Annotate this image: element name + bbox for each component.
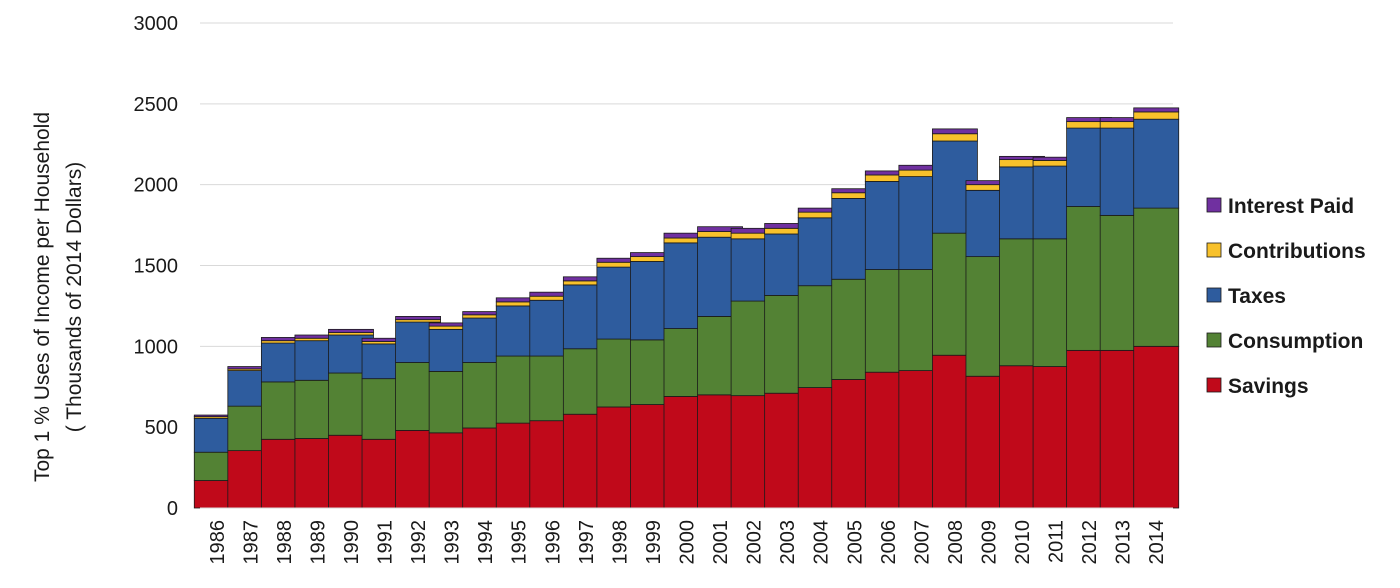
legend-item: Taxes [1206,285,1286,308]
legend-label: Consumption [1228,330,1363,353]
legend-item: Contributions [1206,240,1366,263]
bar-interest-paid [1133,107,1180,113]
x-tick-label: 1999 [643,520,665,565]
x-tick-label: 1989 [307,520,329,565]
x-tick-label: 2008 [945,520,967,565]
x-tick-label: 2005 [844,520,866,565]
y-tick-label: 1000 [134,336,179,358]
legend-item: Consumption [1206,330,1363,353]
y-tick-label: 2500 [134,94,179,116]
x-tick-label: 1997 [576,520,598,565]
bar-interest-paid [932,128,978,135]
bar-taxes [1133,118,1180,209]
y-tick-label: 2000 [134,175,179,197]
x-tick-label: 2010 [1012,520,1034,565]
x-tick-label: 2007 [911,520,933,565]
legend-label: Interest Paid [1228,195,1354,218]
y-tick-label: 1500 [134,256,179,278]
x-axis-ticks: 1986 1987 1988 1989 1990 1991 1992 1993 1994 1995… [207,520,1168,565]
bars [193,107,1180,509]
x-tick-label: 2012 [1079,520,1101,565]
y-axis-ticks: 0 500 1000 1500 2000 2500 3000 [134,13,179,520]
y-tick-label: 0 [167,498,178,520]
x-tick-label: 1992 [408,520,430,565]
x-tick-label: 2003 [777,520,799,565]
y-axis-label-line2: ( Thousands of 2014 Dollars) [63,162,86,432]
x-tick-label: 2000 [677,520,699,565]
legend-swatch [1206,332,1222,348]
bar-contributions [1133,111,1180,120]
legend-swatch [1206,287,1222,303]
legend-swatch [1206,197,1222,213]
bar-savings [1133,345,1180,509]
bar-interest-paid [328,328,374,333]
x-tick-label: 1998 [609,520,631,565]
x-tick-label: 2002 [744,520,766,565]
legend-swatch [1206,242,1222,258]
x-tick-label: 1991 [375,520,397,565]
x-tick-label: 1994 [475,520,497,565]
bar-contributions [932,133,978,142]
legend-label: Taxes [1228,285,1286,308]
x-tick-label: 2009 [978,520,1000,565]
x-tick-label: 2001 [710,520,732,565]
x-tick-label: 1995 [509,520,531,565]
x-tick-label: 1987 [240,520,262,565]
x-tick-label: 1986 [207,520,229,565]
legend: Interest Paid Contributions Taxes Consumpti… [1206,195,1366,398]
x-tick-label: 1990 [341,520,363,565]
x-tick-label: 1996 [542,520,564,565]
legend-label: Savings [1228,375,1309,398]
y-tick-label: 500 [145,417,178,439]
x-tick-label: 2014 [1146,520,1168,565]
x-tick-label: 2013 [1113,520,1135,565]
bar-stack-2014 [1133,107,1180,509]
y-axis-label: Top 1 % Uses of Income per Household ( T… [31,112,86,482]
bar-consumption [1133,207,1180,347]
x-tick-label: 2011 [1046,520,1068,563]
y-axis-label-line1: Top 1 % Uses of Income per Household [31,112,54,482]
x-tick-label: 1988 [274,520,296,565]
x-tick-label: 2006 [878,520,900,565]
legend-item: Savings [1206,375,1309,398]
x-tick-label: 2004 [811,520,833,565]
legend-label: Contributions [1228,240,1366,263]
legend-swatch [1206,377,1222,393]
legend-item: Interest Paid [1206,195,1354,218]
y-tick-label: 3000 [134,13,179,35]
bar-interest-paid [395,316,441,321]
x-tick-label: 1993 [442,520,464,565]
